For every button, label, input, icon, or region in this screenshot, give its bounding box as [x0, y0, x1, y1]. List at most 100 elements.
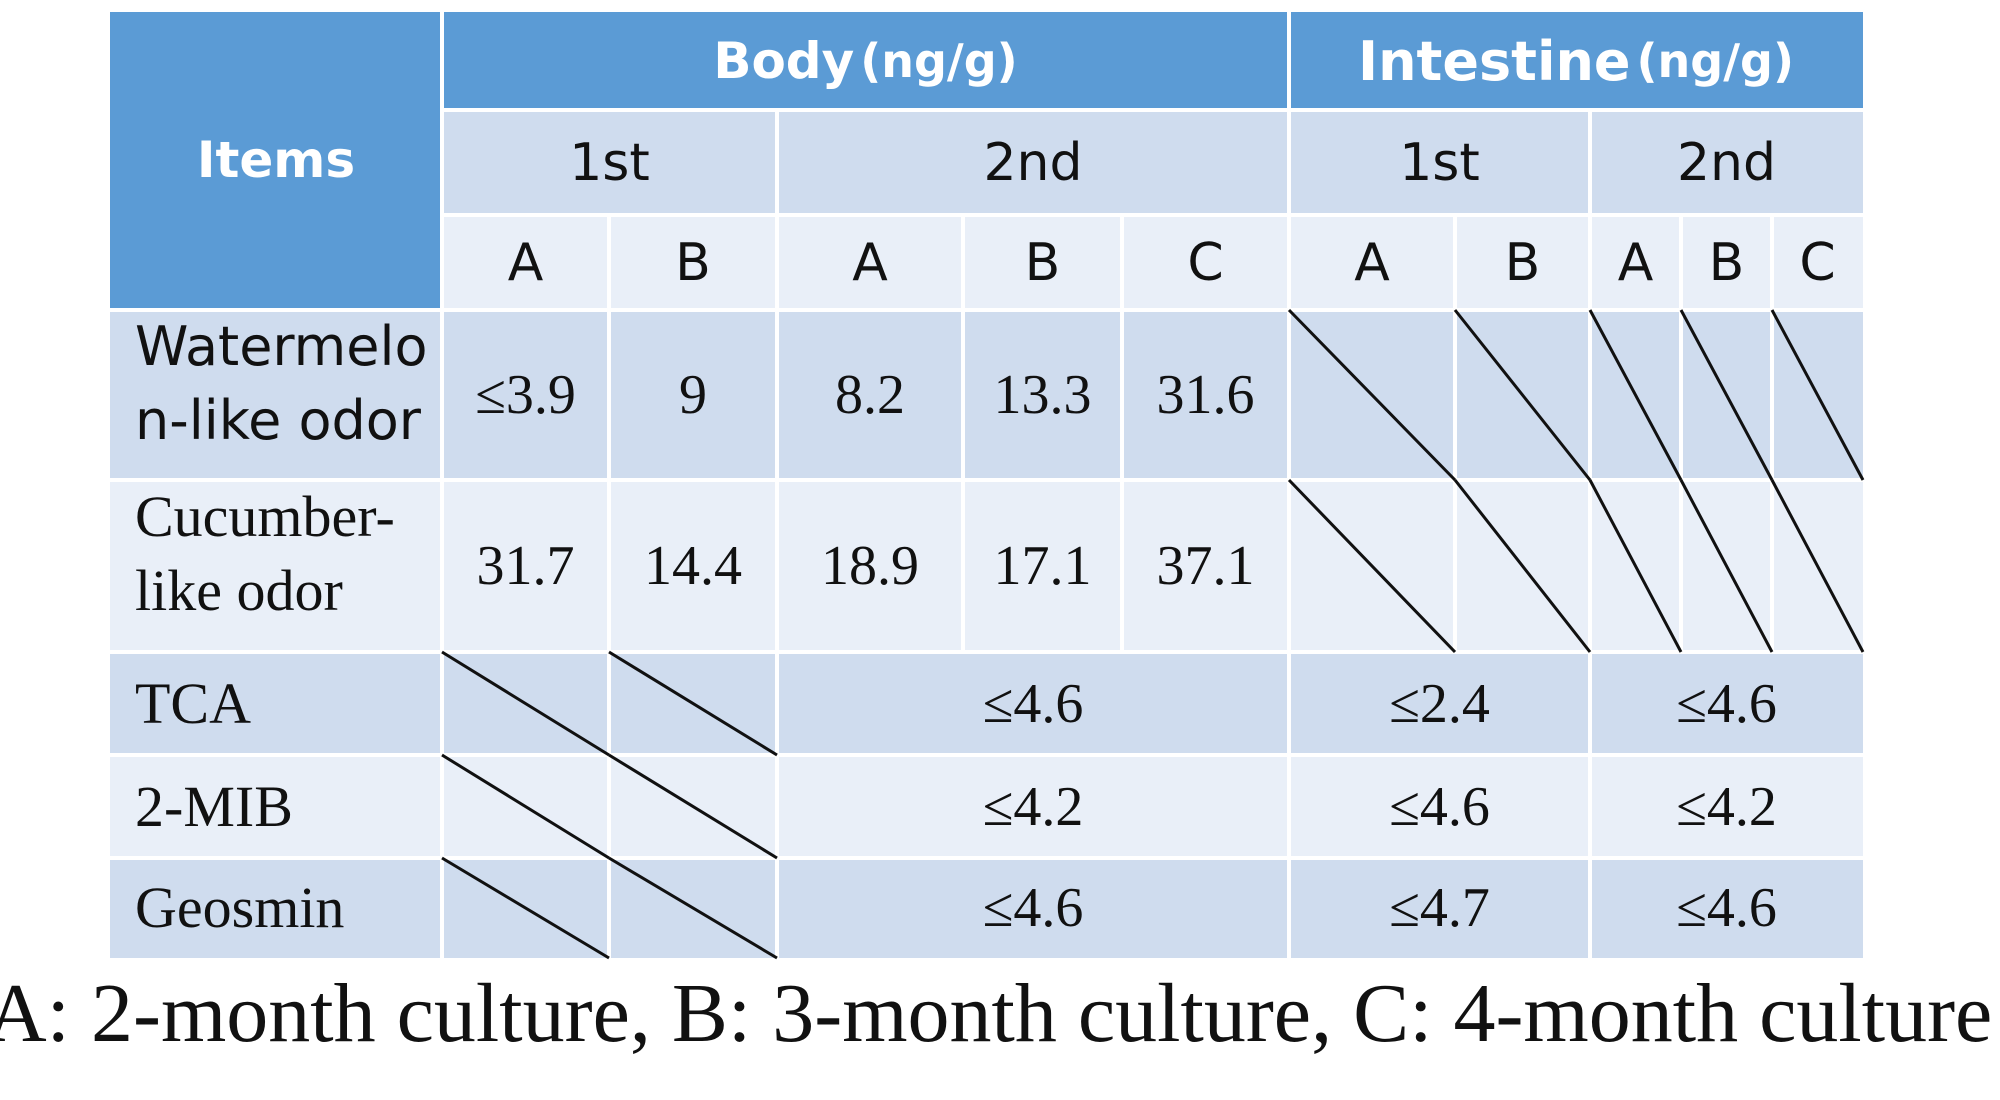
row-label-line: like odor	[135, 558, 343, 623]
sub-label: A	[852, 232, 888, 293]
round-intestine-1st: 1st	[1289, 110, 1590, 215]
cell-tca-body2: ≤4.6	[777, 652, 1289, 755]
cell-value: ≤4.6	[1389, 775, 1490, 838]
cell-cucumber-body2-b: 17.1	[963, 480, 1122, 652]
intestine-header-label: Intestine	[1358, 29, 1631, 93]
intestine-header: Intestine (ng/g)	[1289, 12, 1863, 110]
cell-value: 37.1	[1156, 535, 1255, 597]
cell-tca-body1-b-empty	[609, 652, 777, 755]
cell-value: ≤4.7	[1389, 877, 1490, 939]
cell-watermelon-body2-a: 8.2	[777, 310, 963, 480]
row-label-tca: TCA	[110, 652, 442, 755]
cell-watermelon-int1-b-empty	[1455, 310, 1590, 480]
sub-label: C	[1799, 232, 1836, 293]
cell-tca-int1: ≤2.4	[1289, 652, 1590, 755]
cell-value: ≤4.2	[1676, 775, 1777, 838]
intestine-header-unit: (ng/g)	[1636, 34, 1794, 88]
row-label-line: 2-MIB	[135, 773, 293, 839]
sub-header-a: A	[1590, 215, 1681, 310]
sub-header-a: A	[777, 215, 963, 310]
sub-label: B	[1504, 232, 1541, 293]
round-intestine-2nd: 2nd	[1590, 110, 1863, 215]
cell-watermelon-body1-b: 9	[609, 310, 777, 480]
cell-mib-int2: ≤4.2	[1590, 755, 1863, 858]
round-label: 2nd	[983, 132, 1083, 193]
items-header-label: Items	[196, 131, 356, 189]
cell-cucumber-int2-a-empty	[1590, 480, 1681, 652]
legend-footnote: A: 2-month culture, B: 3-month culture, …	[0, 967, 1993, 1060]
cell-value: ≤4.6	[982, 877, 1084, 939]
cell-watermelon-int1-a-empty	[1289, 310, 1455, 480]
cell-value: ≤4.6	[982, 672, 1084, 735]
row-label-line: Watermelo	[135, 315, 428, 378]
sub-header-c: C	[1772, 215, 1863, 310]
cell-value: 31.6	[1156, 364, 1255, 426]
sub-label: B	[1024, 232, 1061, 293]
row-label-geosmin: Geosmin	[110, 858, 442, 958]
round-body-2nd: 2nd	[777, 110, 1289, 215]
cell-value: 17.1	[993, 535, 1092, 597]
cell-value: 13.3	[993, 364, 1092, 426]
cell-watermelon-int2-b-empty	[1681, 310, 1772, 480]
cell-value: 9	[679, 364, 707, 426]
body-header-label: Body	[713, 32, 855, 90]
cell-value: 31.7	[476, 535, 575, 597]
round-label: 1st	[569, 132, 650, 193]
cell-cucumber-int1-b-empty	[1455, 480, 1590, 652]
cell-watermelon-body2-c: 31.6	[1122, 310, 1289, 480]
cell-cucumber-int2-c-empty	[1772, 480, 1863, 652]
cell-value: 14.4	[644, 535, 742, 597]
cell-value: ≤4.2	[982, 775, 1084, 838]
cell-value: ≤4.6	[1676, 672, 1777, 735]
cell-mib-body1-b-empty	[609, 755, 777, 858]
cell-geosmin-body1-a-empty	[442, 858, 609, 958]
round-label: 2nd	[1676, 132, 1777, 193]
cell-mib-int1: ≤4.6	[1289, 755, 1590, 858]
sub-header-b: B	[609, 215, 777, 310]
round-body-1st: 1st	[442, 110, 777, 215]
round-label: 1st	[1399, 132, 1480, 193]
cell-tca-int2: ≤4.6	[1590, 652, 1863, 755]
cell-value: 8.2	[835, 364, 905, 426]
cell-mib-body1-a-empty	[442, 755, 609, 858]
cell-watermelon-body2-b: 13.3	[963, 310, 1122, 480]
row-label-line: n-like odor	[135, 389, 422, 452]
cell-watermelon-int2-a-empty	[1590, 310, 1681, 480]
row-label-line: Cucumber-	[135, 484, 395, 549]
cell-cucumber-body2-c: 37.1	[1122, 480, 1289, 652]
cell-geosmin-body2: ≤4.6	[777, 858, 1289, 958]
cell-value: 18.9	[821, 535, 919, 597]
sub-label: B	[675, 232, 711, 293]
sub-label: B	[1708, 232, 1745, 293]
sub-header-b: B	[1681, 215, 1772, 310]
body-header-unit: (ng/g)	[860, 34, 1018, 88]
cell-value: ≤3.9	[475, 364, 576, 426]
row-label-line: Geosmin	[135, 875, 345, 940]
items-header: Items	[110, 12, 442, 308]
sub-label: A	[1354, 232, 1390, 293]
sub-label: A	[1617, 232, 1654, 293]
cell-cucumber-int2-b-empty	[1681, 480, 1772, 652]
sub-label: C	[1187, 232, 1224, 293]
cell-tca-body1-a-empty	[442, 652, 609, 755]
cell-mib-body2: ≤4.2	[777, 755, 1289, 858]
cell-cucumber-body2-a: 18.9	[777, 480, 963, 652]
cell-watermelon-int2-c-empty	[1772, 310, 1863, 480]
cell-cucumber-body1-a: 31.7	[442, 480, 609, 652]
row-label-2mib: 2-MIB	[110, 755, 442, 858]
cell-geosmin-body1-b-empty	[609, 858, 777, 958]
body-header: Body (ng/g)	[442, 12, 1289, 110]
sub-header-b: B	[963, 215, 1122, 310]
cell-geosmin-int1: ≤4.7	[1289, 858, 1590, 958]
sub-header-b: B	[1455, 215, 1590, 310]
cell-value: ≤2.4	[1389, 672, 1490, 735]
cell-watermelon-body1-a: ≤3.9	[442, 310, 609, 480]
row-label-watermelon: Watermelo n-like odor	[110, 310, 442, 480]
row-label-cucumber: Cucumber- like odor	[110, 480, 442, 652]
cell-cucumber-int1-a-empty	[1289, 480, 1455, 652]
cell-cucumber-body1-b: 14.4	[609, 480, 777, 652]
cell-geosmin-int2: ≤4.6	[1590, 858, 1863, 958]
sub-header-a: A	[442, 215, 609, 310]
sub-header-c: C	[1122, 215, 1289, 310]
